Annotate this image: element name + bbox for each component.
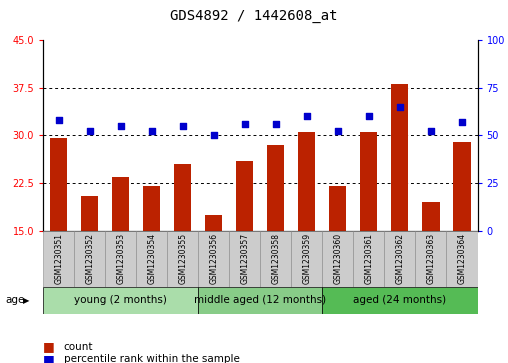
- Text: age: age: [5, 295, 24, 305]
- Point: [365, 113, 373, 119]
- Bar: [423, 202, 439, 231]
- Point: [303, 113, 311, 119]
- Bar: [136, 231, 167, 287]
- Bar: [143, 186, 161, 231]
- Bar: [81, 196, 98, 231]
- Point: [117, 123, 125, 129]
- Bar: [292, 231, 323, 287]
- Text: ■: ■: [43, 340, 55, 353]
- Text: GSM1230356: GSM1230356: [209, 233, 218, 284]
- Bar: [43, 287, 198, 314]
- Point: [86, 129, 94, 134]
- Bar: [416, 231, 447, 287]
- Text: GSM1230352: GSM1230352: [85, 233, 94, 284]
- Point: [458, 119, 466, 125]
- Text: percentile rank within the sample: percentile rank within the sample: [64, 354, 239, 363]
- Bar: [323, 287, 478, 314]
- Point: [55, 117, 63, 123]
- Point: [427, 129, 435, 134]
- Bar: [174, 164, 192, 231]
- Bar: [50, 138, 67, 231]
- Text: GSM1230360: GSM1230360: [333, 233, 342, 284]
- Text: GSM1230359: GSM1230359: [302, 233, 311, 284]
- Bar: [74, 231, 105, 287]
- Point: [179, 123, 187, 129]
- Text: GSM1230354: GSM1230354: [147, 233, 156, 284]
- Text: GSM1230361: GSM1230361: [364, 233, 373, 284]
- Bar: [329, 186, 346, 231]
- Bar: [454, 142, 470, 231]
- Point: [241, 121, 249, 127]
- Bar: [205, 215, 223, 231]
- Bar: [354, 231, 385, 287]
- Text: ▶: ▶: [23, 296, 29, 305]
- Bar: [360, 132, 377, 231]
- Text: GSM1230364: GSM1230364: [458, 233, 466, 284]
- Bar: [198, 287, 323, 314]
- Text: GSM1230355: GSM1230355: [178, 233, 187, 284]
- Bar: [43, 231, 74, 287]
- Text: middle aged (12 months): middle aged (12 months): [194, 295, 327, 305]
- Bar: [112, 176, 129, 231]
- Text: GSM1230362: GSM1230362: [395, 233, 404, 284]
- Bar: [298, 132, 315, 231]
- Bar: [167, 231, 198, 287]
- Point: [334, 129, 342, 134]
- Bar: [260, 231, 292, 287]
- Point: [148, 129, 156, 134]
- Bar: [236, 160, 253, 231]
- Bar: [447, 231, 478, 287]
- Text: GSM1230353: GSM1230353: [116, 233, 125, 284]
- Text: GSM1230357: GSM1230357: [240, 233, 249, 284]
- Bar: [105, 231, 136, 287]
- Bar: [392, 84, 408, 231]
- Text: GSM1230351: GSM1230351: [54, 233, 63, 284]
- Text: young (2 months): young (2 months): [74, 295, 167, 305]
- Text: count: count: [64, 342, 93, 352]
- Bar: [229, 231, 260, 287]
- Bar: [267, 145, 284, 231]
- Bar: [198, 231, 229, 287]
- Text: GSM1230363: GSM1230363: [427, 233, 435, 284]
- Point: [272, 121, 280, 127]
- Bar: [323, 231, 354, 287]
- Point: [210, 132, 218, 138]
- Text: ■: ■: [43, 353, 55, 363]
- Text: GDS4892 / 1442608_at: GDS4892 / 1442608_at: [170, 9, 338, 23]
- Bar: [385, 231, 416, 287]
- Text: GSM1230358: GSM1230358: [271, 233, 280, 284]
- Point: [396, 104, 404, 110]
- Text: aged (24 months): aged (24 months): [354, 295, 447, 305]
